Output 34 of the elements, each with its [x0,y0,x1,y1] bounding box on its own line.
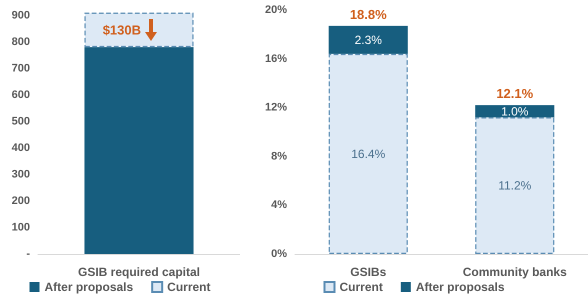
y-tick-label: 100 [12,221,30,234]
legend-label: Current [339,280,383,294]
total-label: 12.1% [496,86,534,102]
y-tick-label: 200 [12,194,30,207]
y-tick-label: 600 [12,88,30,101]
data-label: 1.0% [501,104,529,118]
y-tick-label: 0% [271,248,288,260]
y-tick-label: 12% [264,102,288,114]
data-label: 11.2% [498,178,532,193]
y-tick-label: - [26,248,30,260]
legend-label: After proposals [416,280,505,294]
legend-label: Current [167,280,211,294]
y-tick-label: 400 [12,142,30,154]
bar [475,105,554,118]
bar [475,117,554,254]
x-tick-label: GSIB required capital [78,265,200,279]
x-tick-label: GSIBs [350,265,387,279]
bar [328,26,408,54]
annotation: $130B [102,22,141,38]
y-tick-label: 500 [12,115,30,128]
x-tick-label: Community banks [462,265,568,279]
y-tick-label: 4% [271,199,288,212]
y-tick-label: 8% [271,150,288,162]
y-tick-label: 700 [12,62,30,74]
legend-label: After proposals [44,280,134,294]
data-label: 2.3% [354,32,382,47]
y-tick-label: 20% [264,4,288,16]
y-tick-label: 300 [12,168,30,180]
y-tick-label: 900 [12,9,30,22]
y-tick-label: 16% [264,52,288,65]
bar [328,54,408,254]
data-label: 16.4% [351,146,386,161]
total-label: 18.8% [350,6,388,22]
y-tick-label: 800 [12,36,30,48]
